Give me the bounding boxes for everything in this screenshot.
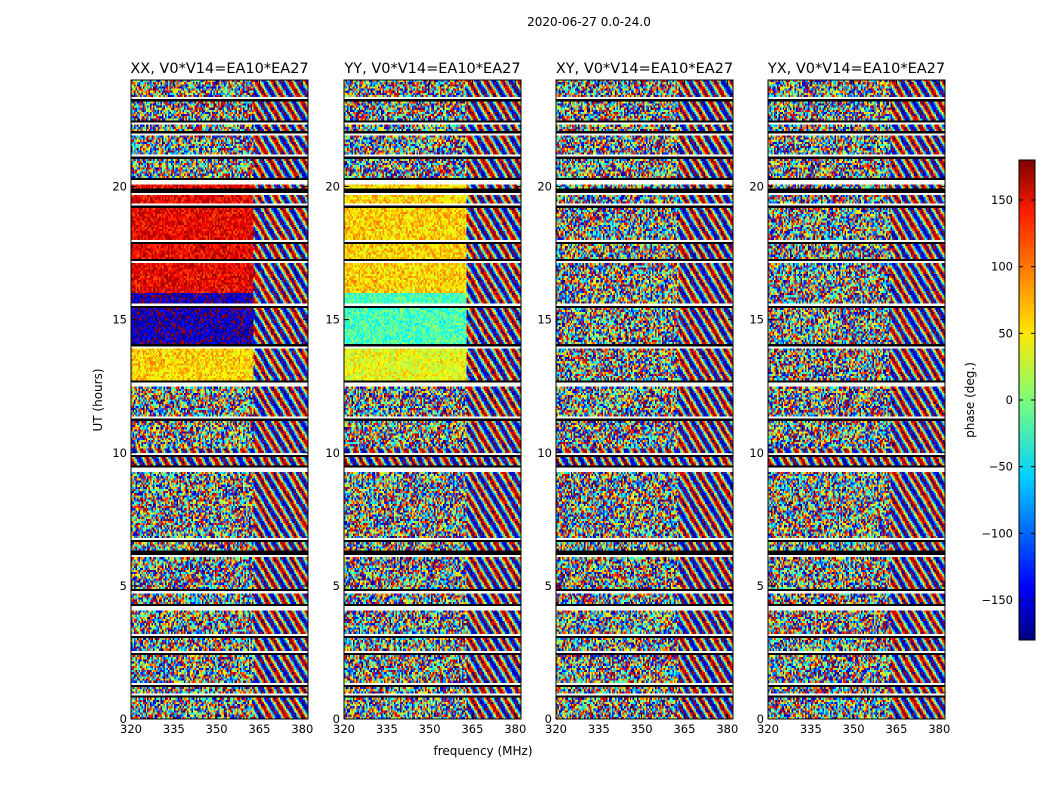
x-tick-label: 380	[716, 722, 738, 736]
colorbar-tick-label: −100	[981, 526, 1013, 540]
x-tick-label: 335	[163, 722, 185, 736]
colorbar-ticks: 150 100 50 0 −50 −100 −150	[981, 193, 1035, 607]
panel-yy: YY, V0*V14=EA10*EA27 320 335 350 365 380 0 5 10 1…	[325, 61, 526, 736]
y-tick-label: 0	[120, 712, 127, 726]
colorbar-tick-label: 0	[1006, 393, 1013, 407]
x-tick-label: 350	[843, 722, 865, 736]
panel-title: YX, V0*V14=EA10*EA27	[767, 61, 945, 77]
panel-title: YY, V0*V14=EA10*EA27	[343, 61, 520, 77]
x-tick-label: 380	[928, 722, 950, 736]
y-tick-label: 15	[749, 313, 764, 327]
phase-heatmap	[344, 80, 521, 719]
y-tick-label: 20	[325, 180, 340, 194]
y-tick-label: 0	[545, 712, 552, 726]
y-tick-label: 15	[537, 313, 552, 327]
x-tick-label: 380	[291, 722, 313, 736]
axes-frame	[767, 79, 946, 720]
panel-title: XY, V0*V14=EA10*EA27	[556, 61, 733, 77]
colorbar-tick-label: 150	[991, 193, 1013, 207]
colorbar-tick-label: −50	[989, 460, 1013, 474]
x-tick-label: 320	[120, 722, 142, 736]
panel-yx: YX, V0*V14=EA10*EA27 320 335 350 365 380 0 5 10 1…	[749, 61, 950, 736]
axes-frame	[130, 79, 309, 720]
phase-heatmap	[768, 80, 945, 719]
y-tick-label: 20	[537, 180, 552, 194]
x-tick-label: 320	[333, 722, 355, 736]
y-tick-label: 5	[757, 579, 764, 593]
phase-heatmap	[556, 80, 733, 719]
x-axis-label: frequency (MHz)	[433, 744, 532, 758]
colorbar-tick-label: −150	[981, 593, 1013, 607]
figure-suptitle: 2020-06-27 0.0-24.0	[527, 15, 651, 29]
x-tick-label: 380	[504, 722, 526, 736]
y-axis-label: UT (hours)	[91, 368, 105, 431]
x-tick-label: 365	[673, 722, 695, 736]
colorbar-tick-label: 50	[998, 326, 1013, 340]
colorbar-label: phase (deg.)	[963, 362, 977, 438]
axes-frame	[555, 79, 734, 720]
y-tick-label: 10	[325, 446, 340, 460]
panel-xx: XX, V0*V14=EA10*EA27 320 335 350 365 380 0 5 10 1…	[112, 61, 313, 736]
x-tick-label: 320	[545, 722, 567, 736]
x-tick-label: 365	[885, 722, 907, 736]
x-tick-label: 335	[588, 722, 610, 736]
y-tick-label: 10	[537, 446, 552, 460]
phase-heatmap	[131, 80, 308, 719]
y-tick-label: 15	[325, 313, 340, 327]
x-tick-label: 365	[248, 722, 270, 736]
y-tick-label: 15	[112, 313, 127, 327]
x-tick-label: 350	[631, 722, 653, 736]
y-tick-label: 0	[333, 712, 340, 726]
panel-xy: XY, V0*V14=EA10*EA27 320 335 350 365 380 0 5 10 1…	[537, 61, 738, 736]
y-tick-label: 20	[112, 180, 127, 194]
colorbar: phase (deg.) 150 100 50 0 −50 −100 −150	[963, 159, 1036, 641]
y-tick-label: 5	[333, 579, 340, 593]
x-tick-label: 350	[206, 722, 228, 736]
y-tick-label: 10	[749, 446, 764, 460]
y-tick-label: 10	[112, 446, 127, 460]
x-tick-label: 320	[757, 722, 779, 736]
axes-frame	[343, 79, 522, 720]
y-tick-label: 5	[120, 579, 127, 593]
y-tick-label: 0	[757, 712, 764, 726]
colorbar-tick-label: 100	[991, 260, 1013, 274]
x-tick-label: 350	[419, 722, 441, 736]
y-tick-label: 20	[749, 180, 764, 194]
panel-title: XX, V0*V14=EA10*EA27	[130, 61, 308, 77]
x-tick-label: 335	[800, 722, 822, 736]
y-tick-label: 5	[545, 579, 552, 593]
panels: XX, V0*V14=EA10*EA27 320 335 350 365 380 0 5 10 1…	[112, 61, 950, 736]
x-tick-label: 335	[376, 722, 398, 736]
x-tick-label: 365	[461, 722, 483, 736]
